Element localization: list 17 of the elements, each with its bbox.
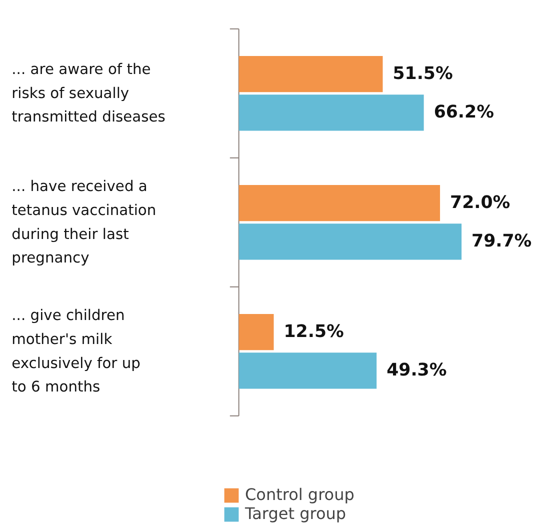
data-label: 51.5%	[392, 64, 453, 84]
bar	[238, 56, 383, 92]
data-label: 79.7%	[472, 232, 532, 252]
data-label: 12.5%	[284, 322, 344, 342]
bar	[238, 352, 377, 389]
bar	[238, 224, 462, 260]
data-label: 72.0%	[450, 193, 510, 214]
bar	[238, 184, 440, 222]
legend-label: Control group	[245, 485, 354, 504]
legend-label: Target group	[245, 504, 346, 523]
y-tick-label: ... have received a tetanus vaccination during their last pregnancy	[12, 178, 156, 267]
y-tick-label: ... are aware of the risks of sexually transmitted diseases	[12, 61, 166, 126]
data-label: 66.2%	[434, 102, 494, 123]
bar	[238, 314, 274, 350]
bar	[238, 94, 424, 131]
data-label: 49.3%	[386, 360, 447, 381]
y-tick-label: ... give children mother's milk exclusively for up to 6 months	[12, 307, 140, 396]
